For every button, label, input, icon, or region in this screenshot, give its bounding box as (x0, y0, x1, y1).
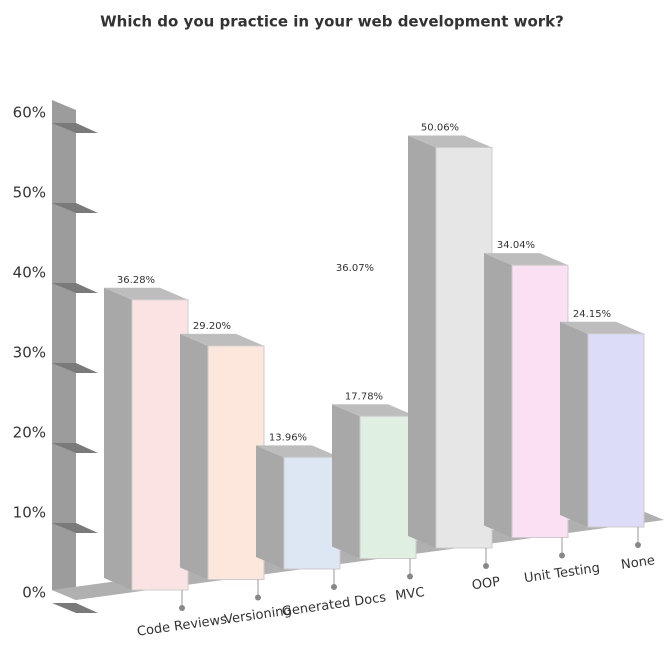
y-tick-label: 10% (13, 504, 46, 522)
annotation: 36.07% (336, 263, 374, 274)
bar-side (180, 333, 208, 580)
bar-side (332, 404, 360, 559)
bar (283, 456, 341, 570)
tick-mark (52, 363, 98, 373)
bar (207, 345, 265, 580)
value-label: 29.20% (193, 321, 231, 332)
bar-top (256, 445, 340, 458)
value-label: 36.28% (117, 275, 155, 286)
bar-top (180, 333, 264, 346)
bar (511, 264, 569, 538)
tick-mark (52, 443, 98, 453)
axis-wall (52, 100, 76, 600)
value-label: 24.15% (573, 309, 611, 320)
y-tick-label: 40% (13, 264, 46, 282)
value-label: 50.06% (421, 123, 459, 134)
pin-dot (179, 605, 185, 611)
tick-mark (52, 283, 98, 293)
bar-top (484, 253, 568, 266)
bar-side (256, 445, 284, 569)
pin-dot (635, 542, 641, 548)
x-tick-label: None (620, 553, 656, 573)
x-tick-label: Unit Testing (523, 561, 601, 586)
x-tick-label: MVC (395, 585, 426, 604)
pin-dot (559, 552, 565, 559)
bar-top (104, 287, 188, 300)
bar (587, 333, 645, 528)
bar-top (560, 321, 644, 334)
tick-mark (52, 523, 98, 533)
y-tick-label: 20% (13, 424, 46, 442)
bar (131, 299, 189, 591)
bar-side (408, 135, 436, 548)
x-tick-label: Generated Docs (281, 590, 387, 619)
value-label: 17.78% (345, 391, 383, 402)
y-tick-label: 30% (13, 344, 46, 362)
x-tick-label: Code Reviews (136, 612, 228, 639)
pin-dot (407, 573, 413, 580)
y-tick-label: 60% (13, 104, 46, 122)
tick-mark (52, 603, 98, 613)
chart-title: Which do you practice in your web develo… (100, 13, 564, 31)
pin-dot (331, 584, 337, 590)
bar-side (484, 253, 512, 538)
pin-dot (255, 594, 261, 601)
bar-side (104, 287, 132, 590)
pin-dot (483, 563, 489, 569)
y-tick-label: 0% (22, 584, 46, 602)
bar (435, 147, 493, 549)
x-tick-label: OOP (471, 575, 501, 594)
bar-side (560, 321, 588, 527)
value-label: 34.04% (497, 240, 535, 251)
bar-top (408, 135, 492, 148)
y-tick-label: 50% (13, 184, 46, 202)
tick-mark (52, 203, 98, 213)
bar-top (332, 404, 416, 417)
value-label: 13.96% (269, 432, 307, 443)
tick-mark (52, 123, 98, 133)
bar (359, 415, 417, 560)
